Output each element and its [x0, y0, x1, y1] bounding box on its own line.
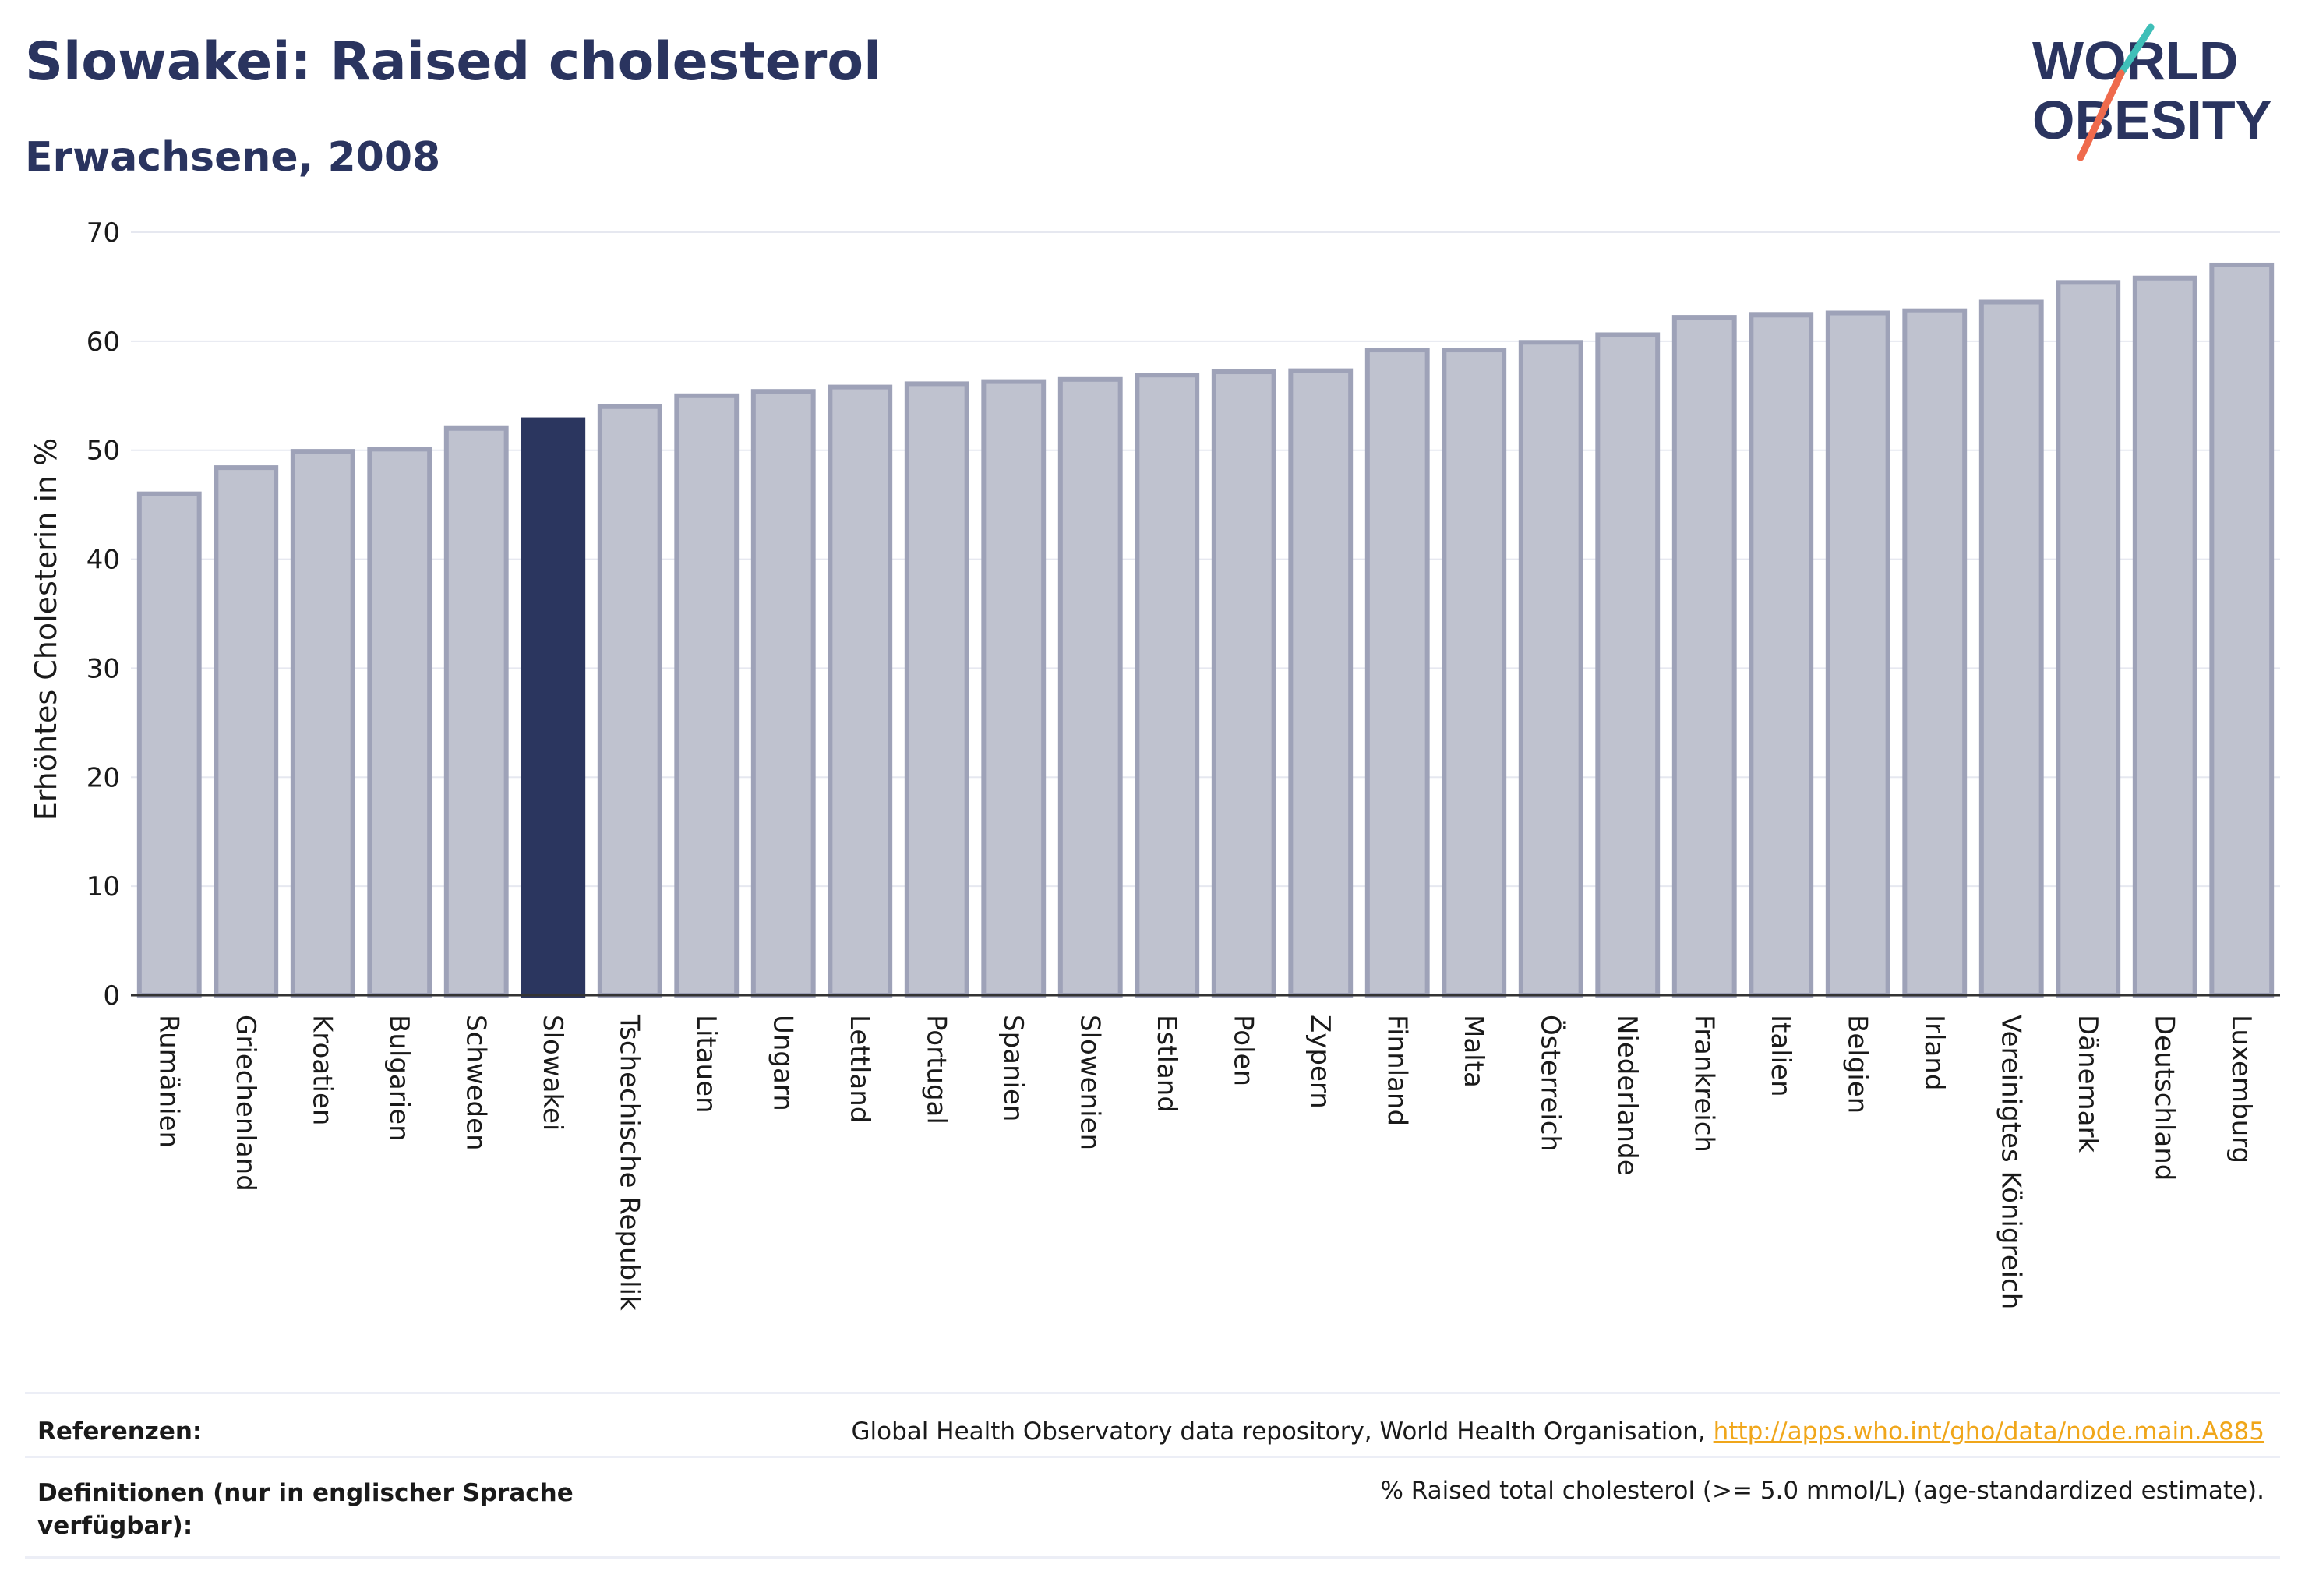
x-tick-label: Tschechische Republik	[613, 1014, 644, 1311]
y-tick-label: 40	[86, 545, 120, 576]
x-tick-label: Ungarn	[767, 1015, 798, 1111]
bar	[2209, 262, 2275, 998]
y-tick-label: 60	[86, 327, 120, 358]
bar	[1825, 310, 1890, 998]
bar	[1135, 373, 1200, 998]
y-tick-label: 0	[103, 980, 120, 1012]
x-axis-tick-labels: Rumänien Griechenland Kroatien Bulgarien Sch…	[153, 1014, 2257, 1311]
bar	[1442, 348, 1507, 998]
references-text: Global Health Observatory data repositor…	[851, 1418, 1714, 1446]
bar	[1364, 348, 1430, 998]
x-tick-label: Portugal	[920, 1015, 951, 1125]
world-obesity-logo: WORLD OBESITY	[2032, 23, 2271, 161]
y-tick-label: 10	[86, 871, 120, 902]
bar	[1671, 315, 1737, 998]
bars	[136, 262, 2275, 998]
x-tick-label: Deutschland	[2148, 1015, 2180, 1181]
references-link[interactable]: http://apps.who.int/gho/data/node.main.A…	[1713, 1418, 2264, 1446]
bar	[443, 425, 509, 998]
logo-slash-teal	[2117, 23, 2155, 77]
bar	[136, 491, 202, 998]
bar	[214, 465, 279, 998]
x-tick-label: Schweden	[460, 1015, 491, 1151]
logo-slash-orange	[2077, 69, 2125, 161]
x-tick-label: Vereinigtes Königreich	[1995, 1015, 2026, 1309]
y-axis-ticks: 0 10 20 30 40 50 60 70	[86, 217, 120, 1012]
bar	[2132, 275, 2197, 998]
x-tick-label: Frankreich	[1688, 1015, 1719, 1153]
y-tick-label: 20	[86, 762, 120, 793]
bar	[904, 381, 969, 998]
references-value: Global Health Observatory data repositor…	[852, 1418, 2264, 1446]
y-tick-label: 50	[86, 436, 120, 467]
bar	[1749, 312, 1814, 998]
bar	[1057, 376, 1123, 998]
bar	[597, 404, 662, 998]
logo-text-world: WORLD	[2032, 30, 2238, 91]
y-tick-label: 70	[86, 217, 120, 249]
x-tick-label: Estland	[1151, 1015, 1182, 1113]
bar	[521, 417, 586, 998]
bar	[750, 389, 816, 998]
definitions-row: Definitionen (nur in englischer Sprache …	[25, 1456, 2280, 1559]
bar	[1595, 332, 1661, 998]
logo-text-obesity: OBESITY	[2032, 90, 2271, 150]
bar	[2056, 280, 2121, 998]
bar	[1211, 369, 1276, 998]
x-tick-label: Niederlande	[1611, 1015, 1643, 1176]
x-tick-label: Slowenien	[1074, 1015, 1105, 1150]
references-label: Referenzen:	[37, 1418, 203, 1446]
x-tick-label: Luxemburg	[2226, 1015, 2257, 1163]
x-tick-label: Bulgarien	[383, 1015, 415, 1142]
x-tick-label: Lettland	[844, 1015, 875, 1123]
bar-chart: 0 10 20 30 40 50 60 70 Rumänien Griechenland Kroa…	[29, 217, 2280, 1311]
y-axis-label: Erhöhtes Cholesterin in %	[29, 438, 63, 821]
x-tick-label: Griechenland	[230, 1015, 261, 1192]
bar	[1902, 308, 1968, 998]
x-tick-label: Litauen	[690, 1015, 722, 1114]
chart-subtitle: Erwachsene, 2008	[25, 134, 441, 181]
references-row: Referenzen: Global Health Observatory da…	[25, 1392, 2280, 1458]
references-table: Referenzen: Global Health Observatory da…	[25, 1392, 2280, 1559]
x-tick-label: Zypern	[1304, 1015, 1336, 1109]
bar	[674, 393, 740, 998]
bar	[1288, 368, 1354, 998]
x-tick-label: Österreich	[1534, 1015, 1566, 1152]
x-tick-label: Rumänien	[153, 1015, 184, 1148]
bar	[981, 379, 1047, 998]
x-tick-label: Belgien	[1841, 1015, 1873, 1114]
x-tick-label: Finnland	[1381, 1015, 1412, 1126]
bar	[1518, 340, 1583, 998]
definitions-label: Definitionen (nur in englischer Sprache …	[37, 1479, 574, 1540]
x-tick-label: Irland	[1918, 1015, 1950, 1090]
chart-title: Slowakei: Raised cholesterol	[25, 31, 882, 93]
x-tick-label: Malta	[1458, 1015, 1489, 1088]
x-tick-label: Dänemark	[2072, 1015, 2103, 1153]
x-tick-label: Spanien	[997, 1015, 1029, 1121]
bar	[1978, 299, 2044, 998]
x-tick-label: Italien	[1765, 1015, 1796, 1097]
bar	[828, 384, 893, 998]
y-tick-label: 30	[86, 653, 120, 684]
bar	[290, 449, 355, 998]
bar	[367, 447, 432, 998]
definitions-value: % Raised total cholesterol (>= 5.0 mmol/…	[1380, 1477, 2264, 1505]
x-tick-label: Kroatien	[306, 1015, 337, 1125]
x-tick-label: Polen	[1227, 1015, 1258, 1086]
x-tick-label: Slowakei	[537, 1015, 568, 1131]
